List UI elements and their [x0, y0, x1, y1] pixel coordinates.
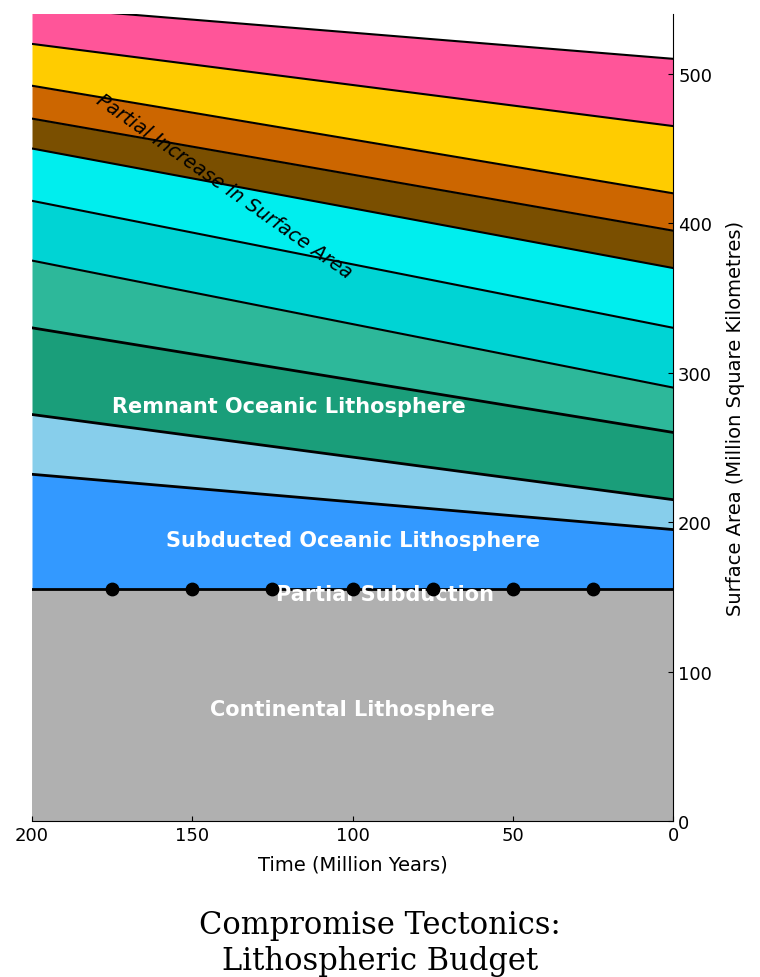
Text: Remnant Oceanic Lithosphere: Remnant Oceanic Lithosphere — [112, 396, 465, 416]
Point — [267, 582, 279, 598]
Point — [587, 582, 599, 598]
Point — [347, 582, 359, 598]
Text: Subducted Oceanic Lithosphere: Subducted Oceanic Lithosphere — [166, 531, 540, 550]
Point — [186, 582, 198, 598]
Point — [106, 582, 119, 598]
X-axis label: Time (Million Years): Time (Million Years) — [258, 855, 448, 874]
Text: Partial Increase in Surface Area: Partial Increase in Surface Area — [93, 91, 356, 282]
Text: Compromise Tectonics:
Lithospheric Budget: Compromise Tectonics: Lithospheric Budge… — [199, 910, 561, 976]
Y-axis label: Surface Area (Million Square Kilometres): Surface Area (Million Square Kilometres) — [726, 221, 745, 616]
Text: Continental Lithosphere: Continental Lithosphere — [211, 700, 495, 719]
Text: Partial Subduction: Partial Subduction — [276, 584, 494, 604]
Point — [507, 582, 519, 598]
Point — [426, 582, 439, 598]
